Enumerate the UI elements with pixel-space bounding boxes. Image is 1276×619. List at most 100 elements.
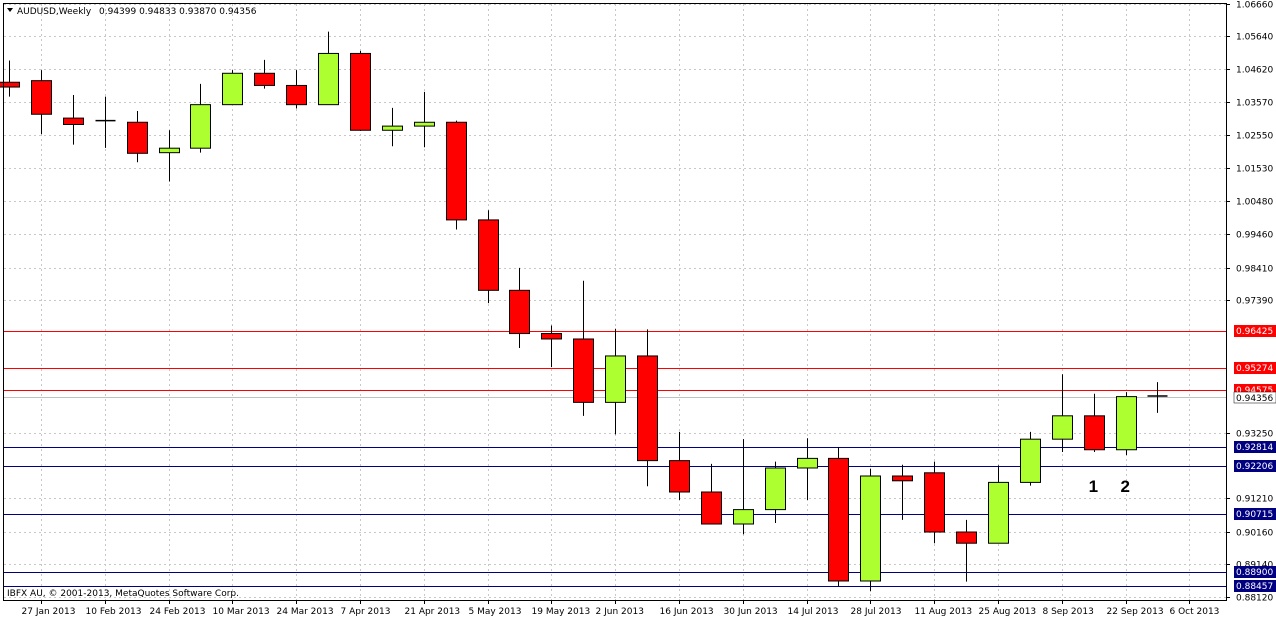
- x-tick-label: 5 May 2013: [469, 607, 522, 617]
- x-tick-label: 28 Jul 2013: [851, 607, 902, 617]
- level-tag-bg: [1234, 566, 1276, 578]
- candle-body-bull: [159, 147, 180, 154]
- x-tick-label: 2 Jun 2013: [596, 607, 644, 617]
- candle-body-bear: [637, 355, 658, 462]
- candle-body-bull: [414, 121, 435, 127]
- level-tag-label: 0.92206: [1236, 462, 1273, 472]
- level-tag-label: 0.95274: [1236, 364, 1273, 374]
- x-tick-label: 16 Jun 2013: [660, 607, 714, 617]
- level-tag-bg: [1234, 580, 1276, 592]
- candle-body-bull: [1020, 438, 1041, 483]
- candle-body-bull: [382, 125, 403, 131]
- level-tag-bg: [1234, 325, 1276, 337]
- y-tick-label: 1.00480: [1236, 198, 1273, 208]
- candle-body-bear: [1084, 415, 1105, 451]
- ohlc-readout: 0.94399 0.94833 0.93870 0.94356: [99, 7, 257, 17]
- current-price-tag: 0.94356: [1236, 394, 1273, 404]
- candle-body-bear: [446, 121, 467, 221]
- chart-header: AUDUSD,Weekly 0.94399 0.94833 0.93870 0.…: [7, 7, 257, 17]
- candle-body-bull: [988, 481, 1009, 544]
- x-tick-label: 24 Mar 2013: [277, 607, 334, 617]
- level-tag-label: 0.88900: [1236, 568, 1273, 578]
- candle-body-bear: [478, 219, 499, 291]
- copyright-text: IBFX AU, © 2001-2013, MetaQuotes Softwar…: [7, 589, 239, 599]
- x-tick-label: 14 Jul 2013: [788, 607, 839, 617]
- level-tag-label: 0.92814: [1236, 443, 1273, 453]
- y-tick-label: 1.04620: [1236, 66, 1273, 76]
- x-tick-label: 30 Jun 2013: [724, 607, 778, 617]
- candle-body-bull: [765, 467, 786, 511]
- candle-body-bear: [892, 475, 913, 482]
- candle-body-bull: [1052, 415, 1073, 440]
- x-tick-label: 19 May 2013: [532, 607, 591, 617]
- y-tick-label: 0.90160: [1236, 529, 1273, 539]
- level-tags: 0.96425 0.95274 0.94575 0.92814 0.92206 0.907…: [1233, 325, 1276, 592]
- candle-body-bear: [669, 460, 690, 493]
- y-tick-label: 0.89140: [1236, 561, 1273, 571]
- candle-body-bear: [286, 84, 307, 106]
- x-tick-label: 10 Mar 2013: [213, 607, 270, 617]
- x-tick-label: 10 Feb 2013: [86, 607, 142, 617]
- candle-body-bear: [254, 72, 275, 86]
- candle-body-bear: [127, 121, 148, 154]
- level-tag-bg: [1234, 441, 1276, 453]
- candle-body-bear: [924, 472, 945, 533]
- candle-body-bull: [733, 509, 754, 525]
- x-tick-label: 8 Sep 2013: [1043, 607, 1094, 617]
- candle-annotation: 1: [1089, 477, 1098, 496]
- y-tick-label: 0.91210: [1236, 495, 1273, 505]
- candle-body-bear: [956, 531, 977, 544]
- candle-body-bull: [1116, 396, 1137, 451]
- x-tick-label: 24 Feb 2013: [150, 607, 206, 617]
- y-tick-label: 1.03570: [1236, 99, 1273, 109]
- y-tick-label: 1.02550: [1236, 132, 1273, 142]
- y-tick-label: 1.05640: [1236, 33, 1273, 43]
- candle-body-bull: [222, 72, 243, 106]
- y-tick-label: 0.97390: [1236, 297, 1273, 307]
- candle-body-bear: [350, 52, 371, 131]
- x-tick-label: 21 Apr 2013: [405, 607, 461, 617]
- candle-body-bull: [860, 475, 881, 582]
- level-tag-label: 0.94575: [1236, 386, 1273, 396]
- candles: [0, 31, 1168, 592]
- current-price-tag-bg: [1233, 391, 1276, 404]
- x-tick-label: 6 Oct 2013: [1170, 607, 1220, 617]
- level-tag-bg: [1234, 508, 1276, 520]
- x-axis: 27 Jan 2013 10 Feb 2013 24 Feb 2013 10 Mar …: [22, 600, 1220, 617]
- candle-body-bear: [541, 333, 562, 340]
- candle-body-bull: [605, 355, 626, 403]
- candle-body-bull: [318, 52, 339, 106]
- candle-body-bear: [573, 338, 594, 403]
- x-tick-label: 22 Sep 2013: [1107, 607, 1164, 617]
- candle-body-bull: [190, 104, 211, 149]
- y-tick-label: 1.06660: [1236, 1, 1273, 11]
- candle-body-bear: [509, 289, 530, 335]
- chart-title: AUDUSD,Weekly: [17, 7, 92, 17]
- candle-body-bear: [31, 80, 52, 115]
- candle-body-bear: [0, 81, 20, 88]
- level-tag-label: 0.96425: [1236, 327, 1273, 337]
- y-tick-label: 0.98410: [1236, 265, 1273, 275]
- x-tick-label: 7 Apr 2013: [341, 607, 391, 617]
- candle-body-bear: [701, 491, 722, 525]
- candle-body-bull: [797, 457, 818, 469]
- y-tick-label: 1.01530: [1236, 165, 1273, 175]
- candle-body-bear: [828, 457, 849, 582]
- level-tag-label: 0.88457: [1236, 582, 1273, 592]
- chevron-down-icon[interactable]: [7, 8, 13, 12]
- x-tick-label: 11 Aug 2013: [915, 607, 973, 617]
- y-tick-label: 0.99460: [1236, 231, 1273, 241]
- candle-body-bear: [63, 117, 84, 126]
- candle-annotation: 2: [1121, 477, 1130, 496]
- y-tick-label: 0.93250: [1236, 430, 1273, 440]
- y-tick-label: 0.88120: [1236, 594, 1273, 604]
- x-tick-label: 27 Jan 2013: [22, 607, 76, 617]
- x-tick-label: 25 Aug 2013: [979, 607, 1037, 617]
- level-tag-bg: [1234, 460, 1276, 472]
- level-tag-label: 0.90715: [1236, 510, 1273, 520]
- y-axis: 1.06660 1.05640 1.04620 1.03570 1.02550 1.015…: [1226, 1, 1273, 604]
